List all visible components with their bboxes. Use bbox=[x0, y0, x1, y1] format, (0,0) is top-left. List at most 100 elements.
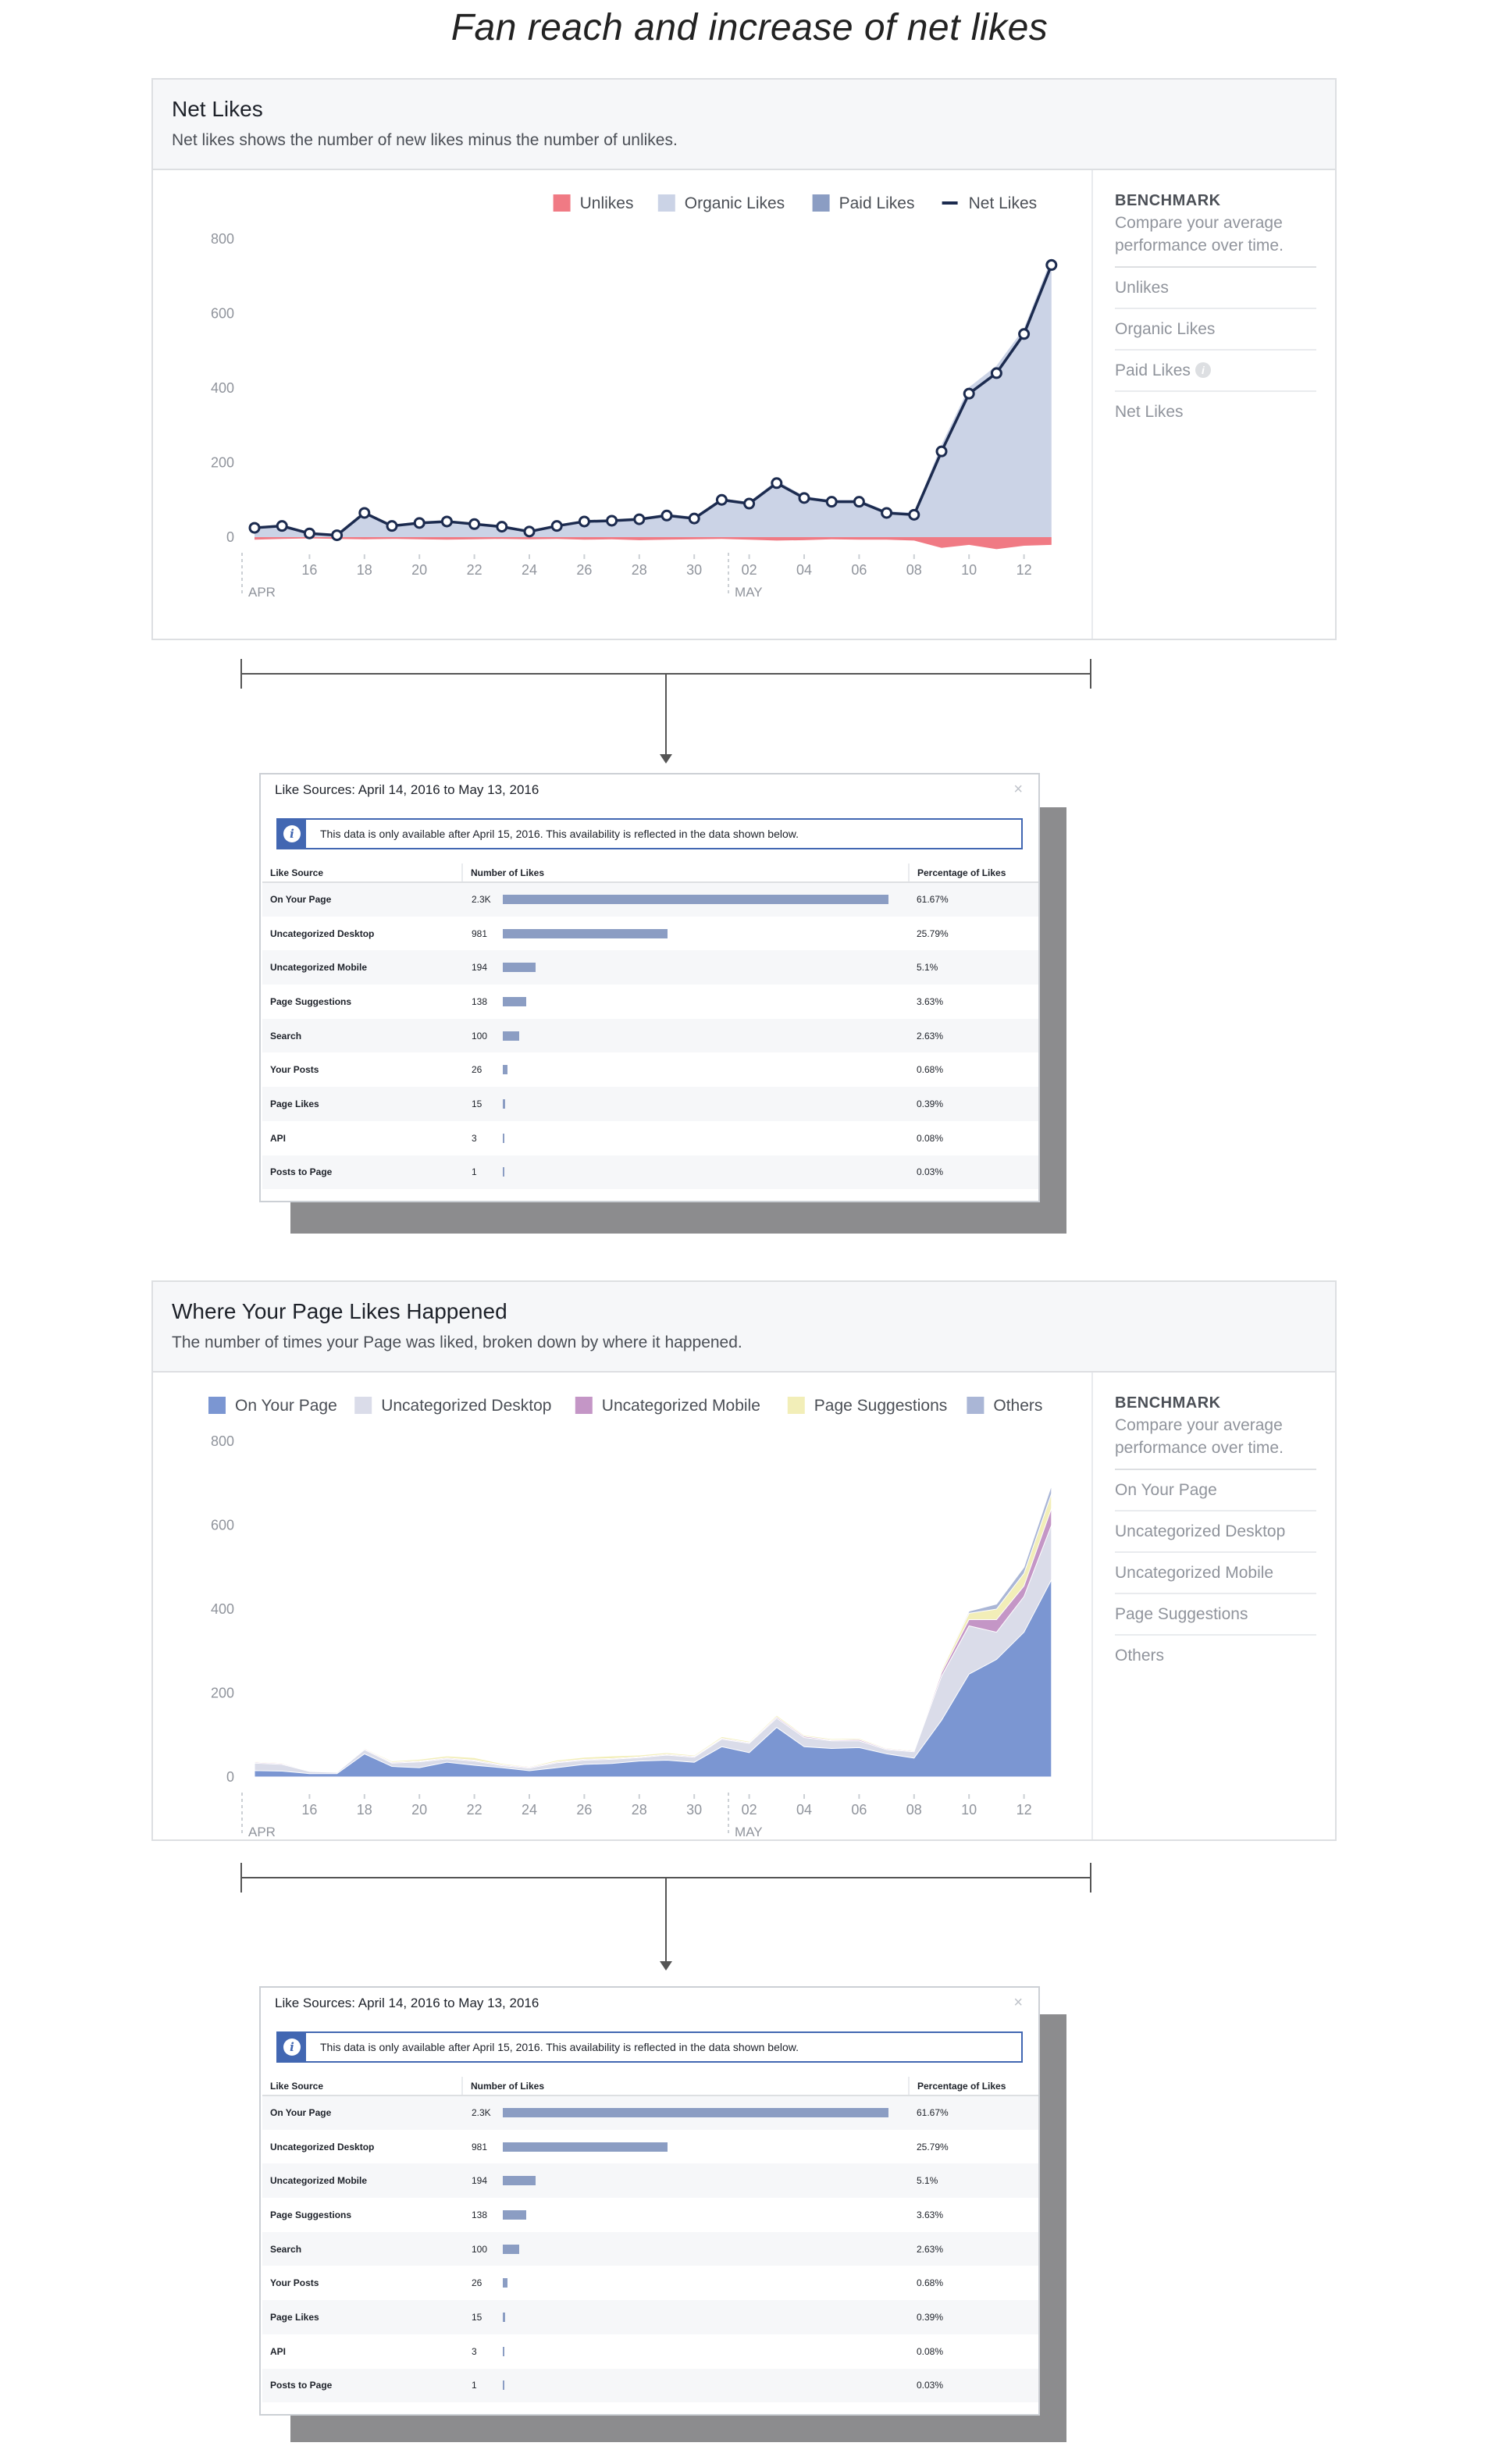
benchmark-item-net-likes[interactable]: Net Likes bbox=[1115, 392, 1316, 433]
page-likes-x-tick-label: 24 bbox=[522, 1802, 537, 1818]
legend-swatch bbox=[967, 1397, 984, 1414]
net-likes-point[interactable] bbox=[606, 515, 618, 527]
net-likes-point[interactable] bbox=[660, 509, 673, 522]
close-icon[interactable]: × bbox=[1013, 1994, 1023, 2011]
page-title: Fan reach and increase of net likes bbox=[450, 7, 1049, 48]
page-likes-y-tick-label: 800 bbox=[211, 1433, 234, 1449]
net-likes-point[interactable] bbox=[935, 445, 948, 458]
page-likes-legend-item[interactable]: Uncategorized Desktop bbox=[354, 1397, 551, 1415]
benchmark-item-uncategorized-mobile[interactable]: Uncategorized Mobile bbox=[1115, 1553, 1316, 1594]
legend-swatch bbox=[787, 1397, 805, 1414]
table-row: Uncategorized Mobile 194 5.1% bbox=[262, 950, 1038, 985]
net-likes-legend-item[interactable]: Unlikes bbox=[553, 194, 634, 212]
page-likes-benchmark: BENCHMARK Compare your average performan… bbox=[1091, 1373, 1337, 1839]
page-likes-legend-item[interactable]: Others bbox=[967, 1397, 1042, 1415]
like-bar-cell bbox=[503, 985, 909, 1019]
benchmark-item-on-your-page[interactable]: On Your Page bbox=[1115, 1470, 1316, 1512]
net-likes-legend-item[interactable]: Organic Likes bbox=[657, 194, 785, 212]
net-likes-point[interactable] bbox=[743, 497, 756, 510]
like-bar-cell bbox=[503, 2130, 909, 2164]
benchmark-item-unlikes[interactable]: Unlikes bbox=[1115, 268, 1316, 309]
table-row: Page Suggestions 138 3.63% bbox=[262, 2198, 1038, 2232]
page-likes-legend-item[interactable]: Uncategorized Mobile bbox=[575, 1397, 760, 1415]
net-likes-point[interactable] bbox=[248, 522, 261, 534]
like-source-name: Uncategorized Desktop bbox=[270, 928, 375, 939]
like-count: 100 bbox=[462, 2231, 503, 2266]
page-likes-card-header: Where Your Page Likes Happened The numbe… bbox=[153, 1282, 1335, 1373]
benchmark-item-page-suggestions[interactable]: Page Suggestions bbox=[1115, 1594, 1316, 1636]
like-bar-cell bbox=[503, 2368, 909, 2403]
page-likes-x-tick-label: 30 bbox=[686, 1802, 702, 1818]
page-likes-legend-item[interactable]: Page Suggestions bbox=[787, 1397, 947, 1415]
benchmark-item-others[interactable]: Others bbox=[1115, 1636, 1316, 1677]
net-likes-point[interactable] bbox=[440, 515, 453, 528]
like-count: 100 bbox=[462, 1018, 503, 1053]
like-bar bbox=[503, 2278, 507, 2288]
net-likes-point[interactable] bbox=[853, 496, 865, 508]
benchmark-item-uncategorized-desktop[interactable]: Uncategorized Desktop bbox=[1115, 1512, 1316, 1553]
net-likes-point[interactable] bbox=[331, 529, 344, 542]
net-likes-point[interactable] bbox=[798, 492, 810, 504]
net-likes-point[interactable] bbox=[578, 515, 590, 528]
table-row: Page Suggestions 138 3.63% bbox=[262, 985, 1038, 1019]
like-percentage: 5.1% bbox=[909, 950, 1038, 985]
net-likes-point[interactable] bbox=[1045, 258, 1058, 271]
net-likes-point[interactable] bbox=[633, 513, 646, 525]
benchmark-description: Compare your average performance over ti… bbox=[1115, 212, 1316, 268]
table-row: API 3 0.08% bbox=[262, 1121, 1038, 1155]
col-header-number-of-likes[interactable]: Number of Likes bbox=[461, 2077, 909, 2096]
net-likes-point[interactable] bbox=[990, 367, 1002, 379]
net-likes-legend-item[interactable]: Net Likes bbox=[942, 194, 1038, 212]
net-likes-point[interactable] bbox=[386, 520, 398, 532]
popup-title: Like Sources: April 14, 2016 to May 13, … bbox=[275, 782, 539, 797]
benchmark-item-organic-likes[interactable]: Organic Likes bbox=[1115, 309, 1316, 351]
net-likes-point[interactable] bbox=[496, 521, 508, 533]
net-likes-point[interactable] bbox=[550, 520, 563, 532]
net-likes-point[interactable] bbox=[303, 527, 315, 539]
like-count: 3 bbox=[472, 2345, 477, 2357]
like-sources-table: Like Source Number of Likes Percentage o… bbox=[262, 2077, 1038, 2403]
legend-label: Net Likes bbox=[969, 194, 1038, 212]
col-header-percentage[interactable]: Percentage of Likes bbox=[908, 2077, 1038, 2096]
net-likes-card-body: Unlikes Organic Likes Paid Likes Net Likes 0… bbox=[153, 170, 1335, 639]
info-glyph: i bbox=[283, 2038, 301, 2056]
benchmark-item-paid-likes[interactable]: Paid Likes i bbox=[1115, 351, 1316, 392]
net-likes-point[interactable] bbox=[413, 517, 425, 529]
table-row: On Your Page 2.3K 61.67% bbox=[262, 882, 1038, 917]
net-likes-point[interactable] bbox=[963, 387, 975, 400]
net-likes-point[interactable] bbox=[881, 507, 893, 519]
page-likes-chart: On Your Page Uncategorized Desktop Uncateg… bbox=[208, 1397, 1052, 1839]
legend-label: On Your Page bbox=[235, 1397, 337, 1415]
net-likes-point[interactable] bbox=[908, 508, 920, 521]
col-header-like-source[interactable]: Like Source bbox=[262, 2077, 462, 2096]
net-likes-point[interactable] bbox=[715, 493, 728, 506]
net-likes-point[interactable] bbox=[276, 520, 288, 532]
like-bar bbox=[503, 996, 526, 1006]
like-bar-cell bbox=[503, 2095, 909, 2130]
info-icon[interactable]: i bbox=[1195, 362, 1211, 378]
col-header-percentage[interactable]: Percentage of Likes bbox=[908, 863, 1038, 883]
close-icon[interactable]: × bbox=[1013, 781, 1023, 798]
net-likes-point[interactable] bbox=[688, 512, 700, 525]
net-likes-legend-item[interactable]: Paid Likes bbox=[812, 194, 915, 212]
like-bar-cell bbox=[503, 1121, 909, 1155]
like-percentage: 0.03% bbox=[909, 2368, 1038, 2403]
like-source-name: Uncategorized Desktop bbox=[270, 2141, 375, 2152]
net-likes-point[interactable] bbox=[468, 518, 481, 530]
page-likes-x-tick-label: 18 bbox=[357, 1802, 372, 1818]
page-likes-legend-item[interactable]: On Your Page bbox=[208, 1397, 337, 1415]
legend-label: Others bbox=[993, 1397, 1042, 1415]
net-likes-x-tick-label: 08 bbox=[906, 562, 922, 578]
net-likes-point[interactable] bbox=[825, 496, 838, 508]
legend-swatch bbox=[208, 1397, 226, 1414]
net-likes-point[interactable] bbox=[771, 477, 783, 490]
page-likes-subtitle: The number of times your Page was liked,… bbox=[172, 1333, 742, 1351]
col-header-number-of-likes[interactable]: Number of Likes bbox=[461, 863, 909, 883]
benchmark-item-label: Page Suggestions bbox=[1115, 1605, 1248, 1623]
col-header-like-source[interactable]: Like Source bbox=[262, 863, 462, 883]
net-likes-point[interactable] bbox=[1018, 328, 1031, 340]
net-likes-point[interactable] bbox=[358, 507, 371, 519]
like-bar-cell bbox=[503, 2266, 909, 2300]
page-likes-x-tick-label: 20 bbox=[411, 1802, 427, 1818]
net-likes-point[interactable] bbox=[523, 525, 536, 538]
